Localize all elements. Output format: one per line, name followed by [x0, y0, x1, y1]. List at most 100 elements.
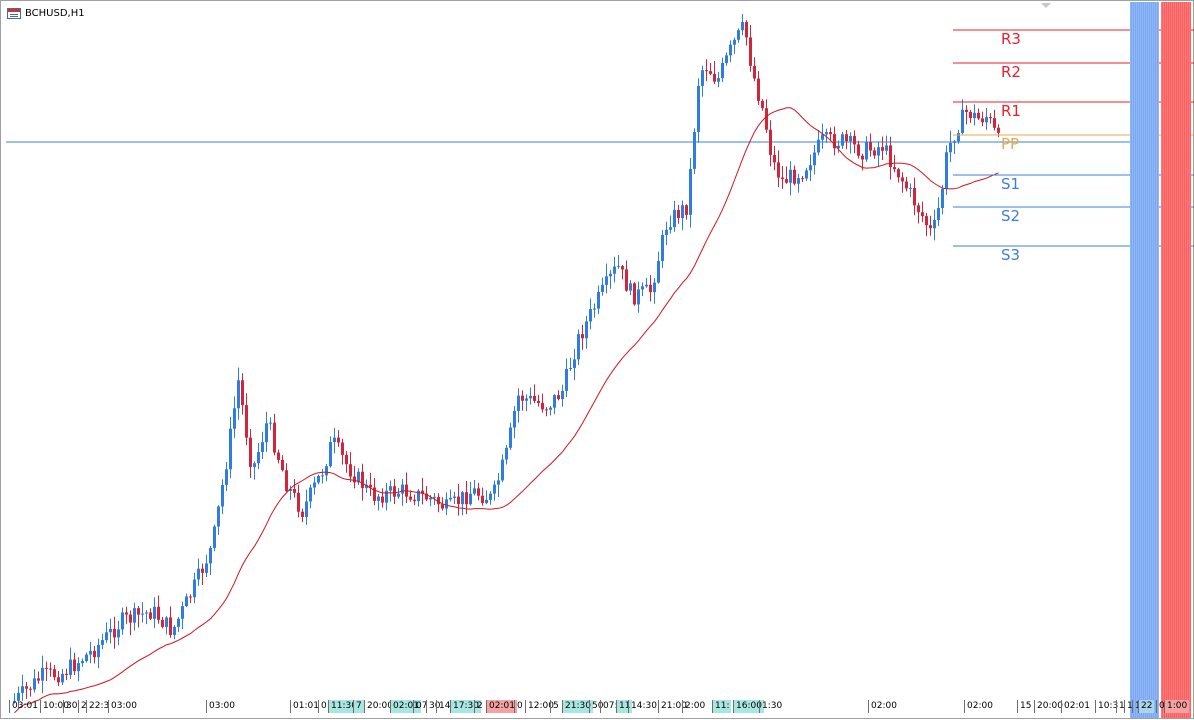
candle-body: [705, 70, 708, 72]
candle-body: [853, 136, 856, 145]
candle-body: [153, 606, 156, 619]
candle-body: [313, 482, 316, 488]
moving-average-line: [14, 107, 999, 714]
candle-body: [817, 139, 820, 153]
candle-body: [765, 108, 768, 130]
candle-body: [629, 283, 632, 291]
candle-body: [773, 154, 776, 163]
candle-body: [537, 400, 540, 403]
candle-body: [149, 612, 152, 619]
candle-body: [865, 142, 868, 160]
candle-body: [985, 117, 988, 123]
candle-body: [281, 459, 284, 471]
candle-body: [573, 359, 576, 368]
candle-body: [581, 334, 584, 339]
candle-body: [441, 504, 444, 509]
candle-body: [373, 487, 376, 501]
candle-body: [253, 463, 256, 467]
time-axis-label: 02:01: [1061, 700, 1092, 713]
candle-body: [125, 612, 128, 615]
candle-body: [305, 501, 308, 517]
candle-body: [869, 142, 872, 151]
candle-body: [717, 78, 720, 82]
level-label-pp: PP: [1001, 135, 1019, 153]
candle-body: [469, 493, 472, 505]
time-axis[interactable]: 03:01 10:00 30 2 22:3 03:00 03:00 01:01 0 11:30 7 2…: [6, 699, 1191, 716]
candle-body: [749, 37, 752, 66]
candle-body: [837, 145, 840, 149]
candle-body: [81, 661, 84, 664]
candle-body: [429, 497, 432, 500]
candle-body: [897, 169, 900, 178]
candle-body: [761, 100, 764, 109]
candle-body: [245, 405, 248, 438]
time-axis-label: 16:00: [733, 700, 764, 713]
candle-body: [585, 321, 588, 339]
candle-body: [561, 390, 564, 400]
candle-body: [521, 395, 524, 401]
time-axis-label: 0: [318, 700, 329, 713]
candle-body: [157, 606, 160, 620]
candle-body: [493, 484, 496, 494]
candle-body: [401, 484, 404, 494]
candle-body: [117, 629, 120, 638]
candle-body: [465, 492, 468, 505]
candle-body: [377, 496, 380, 501]
time-axis-label: 02:01: [486, 700, 517, 713]
candle-body: [941, 188, 944, 209]
candle-body: [89, 650, 92, 655]
time-axis-label: 07:: [600, 700, 619, 713]
candle-body: [93, 650, 96, 658]
candle-body: [733, 39, 736, 45]
candle-body: [917, 205, 920, 213]
candle-body: [13, 700, 16, 702]
candle-body: [73, 659, 76, 672]
candle-body: [713, 73, 716, 82]
candle-body: [421, 490, 424, 494]
candle-body: [685, 205, 688, 215]
candle-body: [353, 476, 356, 483]
time-axis-label: 1: [1116, 700, 1127, 713]
candle-body: [65, 673, 68, 675]
candle-body: [57, 677, 60, 683]
candle-body: [809, 165, 812, 171]
candle-body: [433, 496, 436, 498]
time-axis-label: 50: [589, 700, 605, 713]
time-axis-label: 21:00: [658, 700, 689, 713]
candle-body: [357, 471, 360, 483]
chart-window-icon[interactable]: [7, 7, 21, 19]
candle-body: [293, 489, 296, 493]
candle-body: [681, 205, 684, 219]
candle-body: [641, 286, 644, 290]
candle-body: [197, 568, 200, 580]
candle-body: [161, 619, 164, 627]
candle-body: [485, 499, 488, 504]
level-label-r2: R2: [1001, 63, 1021, 81]
candle-body: [97, 644, 100, 658]
candle-body: [249, 437, 252, 467]
candle-body: [801, 178, 804, 180]
candle-body: [325, 466, 328, 476]
candle-body: [37, 678, 40, 681]
candle-body: [69, 659, 72, 675]
candle-body: [981, 118, 984, 123]
candle-body: [769, 129, 772, 155]
candle-body: [589, 309, 592, 322]
candle-body: [525, 398, 528, 401]
time-axis-label: 1:30: [759, 700, 784, 713]
time-axis-label: 12:00: [525, 700, 556, 713]
candle-body: [841, 134, 844, 146]
candle-body: [909, 187, 912, 189]
candle-body: [541, 402, 544, 410]
candle-body: [849, 136, 852, 142]
candle-body: [661, 234, 664, 262]
candle-body: [109, 628, 112, 633]
candle-body: [209, 547, 212, 564]
candle-body: [833, 134, 836, 149]
candle-body: [173, 626, 176, 635]
session-highlight-blue: [1130, 2, 1159, 718]
candle-body: [741, 22, 744, 31]
time-axis-label: 20:00: [1034, 700, 1065, 713]
candle-body: [213, 526, 216, 548]
